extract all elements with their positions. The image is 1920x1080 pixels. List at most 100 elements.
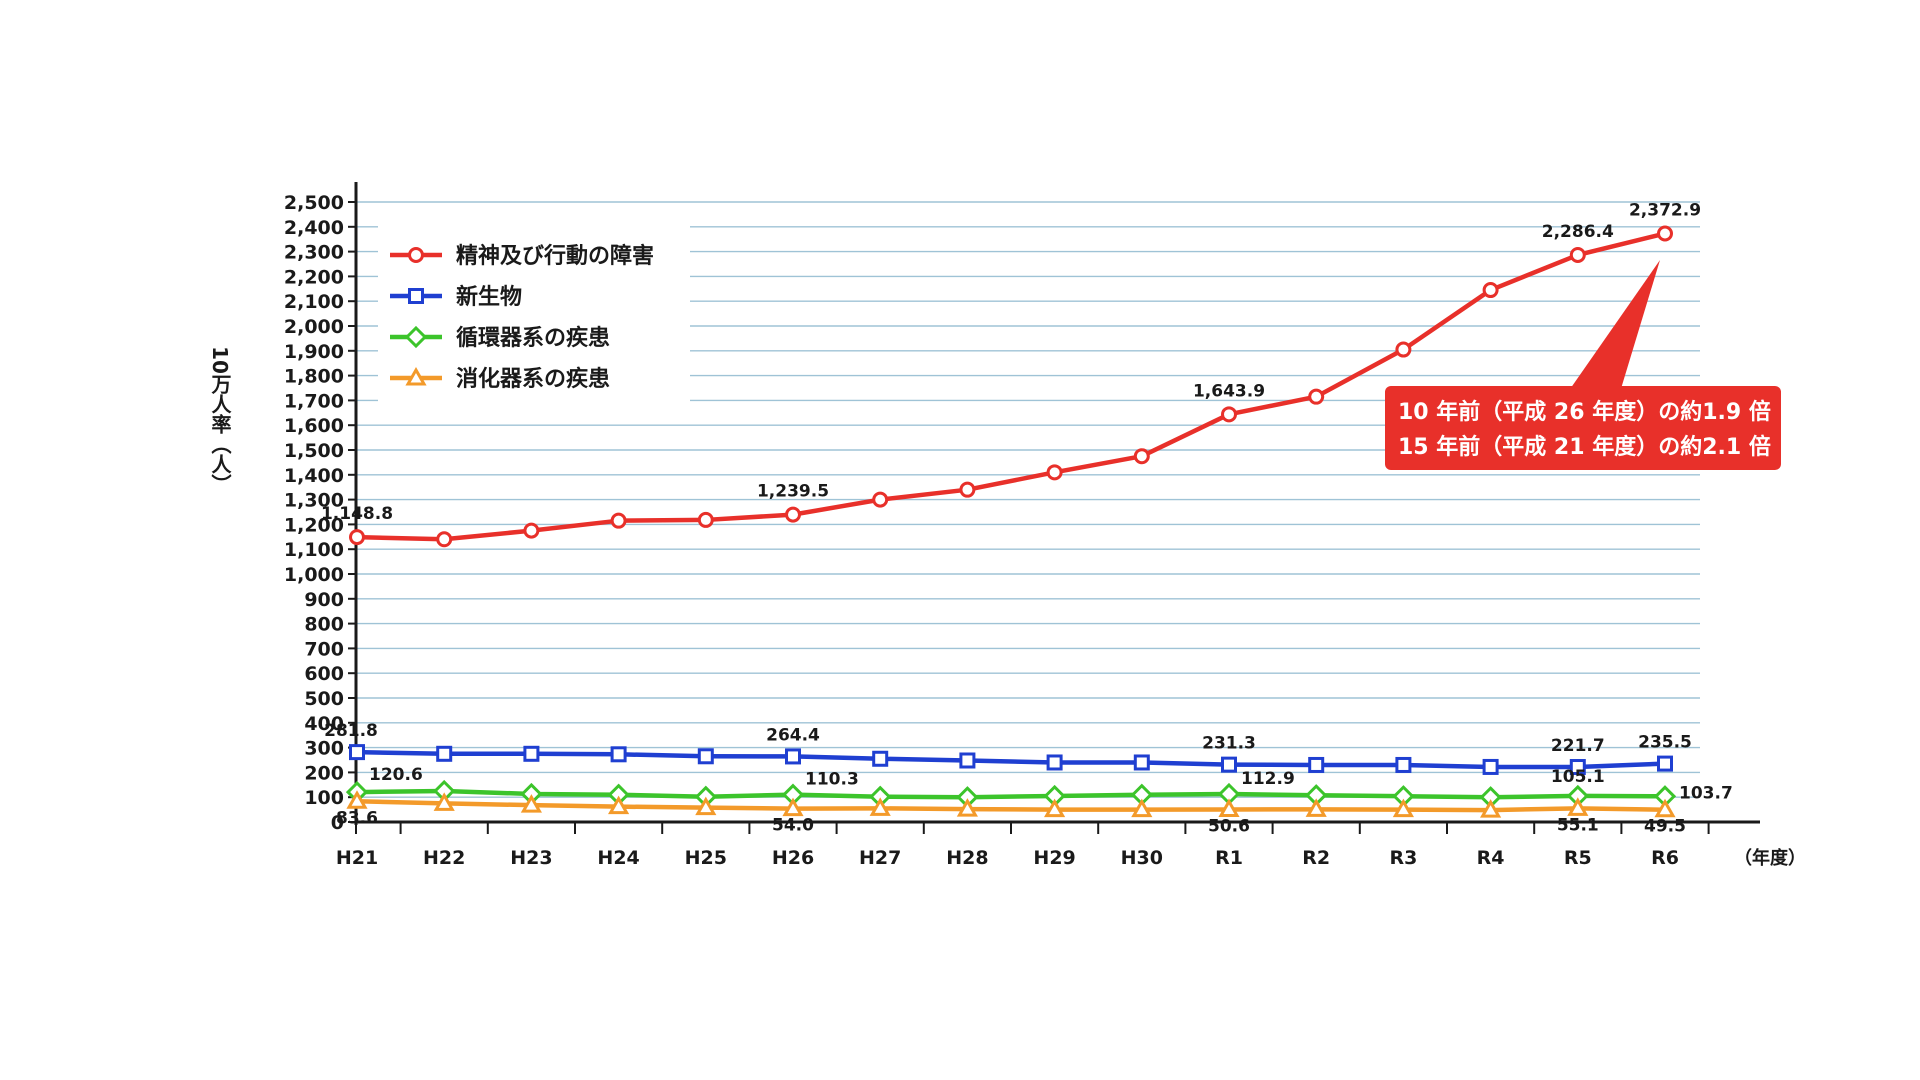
- data-label: 1,148.8: [321, 504, 393, 524]
- data-label: 1,239.5: [757, 482, 829, 502]
- x-tick-label: R2: [1302, 847, 1330, 869]
- data-label: 235.5: [1638, 733, 1692, 753]
- data-label: 49.5: [1644, 817, 1686, 837]
- data-point: [520, 794, 542, 813]
- data-point: [346, 790, 368, 809]
- data-point: [436, 531, 453, 548]
- series-4: [346, 790, 1676, 818]
- legend-marker: [408, 247, 424, 263]
- x-tick-label: H27: [859, 847, 901, 869]
- legend-marker: [405, 366, 427, 386]
- legend-marker: [404, 325, 428, 349]
- data-label: 231.3: [1202, 734, 1256, 754]
- series-line: [356, 788, 1666, 800]
- y-tick-label: 900: [304, 589, 344, 611]
- series-line: [356, 231, 1666, 542]
- data-point: [1567, 797, 1589, 816]
- data-label: 112.9: [1241, 769, 1295, 789]
- y-tick-label: 1,100: [284, 539, 344, 561]
- data-point: [785, 506, 801, 523]
- legend-label: 精神及び行動の障害: [456, 243, 654, 269]
- data-point: [869, 797, 891, 816]
- data-point: [1218, 798, 1240, 817]
- data-label: 2,286.4: [1542, 222, 1614, 242]
- legend-label: 新生物: [456, 284, 522, 310]
- data-point: [872, 750, 889, 767]
- data-point: [436, 745, 453, 762]
- y-tick-label: 0: [331, 812, 344, 834]
- grid-lines: [348, 201, 1700, 823]
- data-label: 55.1: [1557, 815, 1599, 835]
- legend-marker: [408, 288, 424, 304]
- x-tick-label: R5: [1564, 847, 1592, 869]
- legend-label: 消化器系の疾患: [456, 366, 610, 392]
- y-tick-label: 1,200: [284, 514, 344, 536]
- series-group: [345, 225, 1677, 818]
- data-point: [1046, 464, 1063, 481]
- data-point: [1395, 341, 1412, 358]
- y-tick-label: 800: [304, 614, 344, 636]
- series-2: [349, 744, 1673, 776]
- callout-line-2: 15 年前（平成 21 年度）の約2.1 倍: [1398, 434, 1771, 460]
- axes: [354, 182, 1760, 825]
- data-label: 1,643.9: [1193, 381, 1265, 401]
- y-tick-label: 2,400: [284, 217, 344, 239]
- data-point: [608, 795, 630, 815]
- data-point: [1482, 758, 1499, 775]
- x-tick-label: R1: [1215, 847, 1243, 869]
- data-point: [1569, 759, 1586, 776]
- y-tick-label: 2,000: [284, 316, 344, 338]
- legend-label: 循環器系の疾患: [456, 325, 610, 351]
- callout-annotation: 10 年前（平成 26 年度）の約1.9 倍 15 年前（平成 21 年度）の約…: [1385, 260, 1781, 470]
- data-point: [697, 511, 714, 528]
- y-tick-label: 1,800: [284, 366, 344, 388]
- data-point: [523, 745, 540, 762]
- x-tick-label: H24: [597, 847, 639, 869]
- series-line: [356, 749, 1666, 770]
- y-tick-label: 2,200: [284, 266, 344, 288]
- x-tick-label: H22: [423, 847, 465, 869]
- data-point: [1221, 756, 1237, 773]
- data-label: 221.7: [1551, 736, 1605, 756]
- x-axis-unit: （年度）: [1734, 847, 1806, 869]
- data-label: 120.6: [369, 765, 423, 785]
- data-labels: 1,148.8 1,239.5 1,643.9 2,286.4 2,372.9 281.8…: [321, 201, 1733, 837]
- data-point: [782, 797, 804, 817]
- data-point: [1133, 448, 1150, 465]
- y-tick-label: 1,000: [284, 564, 344, 586]
- data-point: [1131, 798, 1153, 818]
- data-label: 103.7: [1679, 783, 1733, 803]
- data-point: [1569, 246, 1586, 263]
- x-tick-label: H21: [336, 847, 378, 869]
- series-line: [356, 799, 1666, 813]
- data-label: 281.8: [324, 721, 378, 741]
- data-point: [1046, 754, 1063, 771]
- y-tick-label: 1,400: [284, 465, 344, 487]
- y-tick-label: 2,500: [284, 192, 344, 214]
- y-tick-labels: 01002003004005006007008009001,0001,1001,…: [284, 192, 344, 834]
- y-tick-label: 600: [304, 663, 344, 685]
- x-tick-labels: H21 H22 H23 H24 H25 H26 H27 H28 H29 H30 R1 R2 R3 R4 R5…: [336, 822, 1710, 869]
- data-label: 264.4: [766, 725, 820, 745]
- data-point: [959, 752, 976, 769]
- data-point: [959, 481, 976, 498]
- x-tick-label: R6: [1651, 847, 1679, 869]
- y-tick-label: 1,500: [284, 440, 344, 462]
- series-3: [345, 779, 1677, 809]
- x-tick-label: H29: [1033, 847, 1075, 869]
- callout-line-1: 10 年前（平成 26 年度）の約1.9 倍: [1398, 399, 1771, 425]
- callout-box: [1385, 386, 1781, 470]
- data-point: [349, 744, 365, 761]
- callout-pointer: [1568, 260, 1660, 392]
- data-point: [1392, 798, 1414, 818]
- y-tick-label: 1,300: [284, 490, 344, 512]
- y-tick-label: 500: [304, 688, 344, 710]
- data-point: [1044, 798, 1066, 818]
- x-tick-label: H26: [772, 847, 814, 869]
- y-tick-label: 2,300: [284, 242, 344, 264]
- x-tick-label: H23: [510, 847, 552, 869]
- data-point: [695, 796, 717, 816]
- y-tick-label: 700: [304, 638, 344, 660]
